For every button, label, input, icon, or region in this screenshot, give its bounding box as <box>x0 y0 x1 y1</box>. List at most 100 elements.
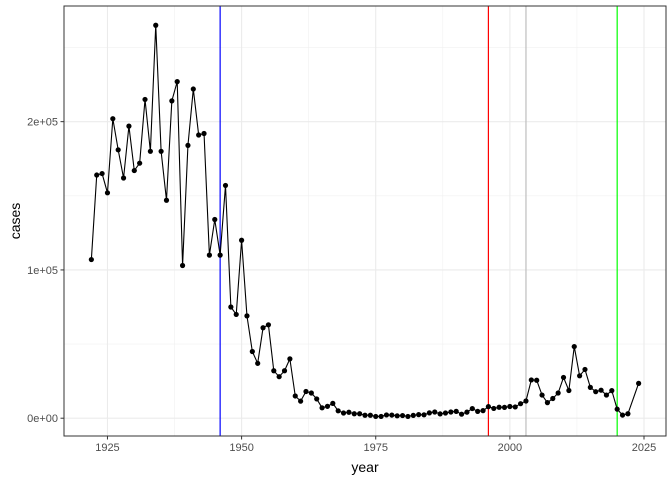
data-point <box>416 412 422 418</box>
data-point <box>158 148 164 154</box>
data-point <box>255 360 261 366</box>
data-point <box>351 411 357 417</box>
data-point <box>485 404 492 410</box>
data-point <box>99 170 105 177</box>
data-point <box>228 304 234 310</box>
data-point <box>512 404 518 410</box>
data-point <box>534 377 540 383</box>
data-point <box>432 409 438 415</box>
data-point <box>528 377 534 383</box>
data-point <box>577 373 583 379</box>
data-point <box>147 148 153 154</box>
x-tick-label: 1925 <box>95 442 119 454</box>
data-point <box>110 116 116 122</box>
data-point <box>566 387 572 394</box>
data-point <box>437 411 443 417</box>
data-point <box>523 398 529 404</box>
data-point <box>394 413 400 419</box>
data-point <box>126 123 132 129</box>
data-point <box>496 404 502 410</box>
data-point <box>555 390 561 396</box>
data-point <box>469 405 475 412</box>
data-point <box>319 405 325 411</box>
data-point <box>281 368 288 374</box>
grid-minor <box>64 6 666 436</box>
data-point <box>88 256 94 263</box>
panel-background <box>64 6 666 436</box>
data-point <box>598 387 604 393</box>
data-point <box>238 237 245 243</box>
grid-major <box>64 6 666 436</box>
data-point <box>131 167 137 174</box>
reference-lines <box>219 6 618 436</box>
data-point <box>458 411 465 417</box>
y-axis-ticks: 0e+00 1e+05 2e+05 <box>27 117 64 425</box>
data-point <box>308 390 314 396</box>
data-point <box>362 412 368 418</box>
data-point <box>94 172 100 178</box>
data-point <box>179 262 186 269</box>
data-point <box>603 392 610 398</box>
data-point <box>244 313 250 319</box>
data-point <box>265 322 272 328</box>
x-tick-label: 2025 <box>632 442 656 454</box>
data-point <box>517 401 524 407</box>
data-point <box>399 412 406 419</box>
data-point <box>233 311 239 318</box>
data-point <box>201 130 207 137</box>
data-point <box>448 409 454 415</box>
data-point <box>378 413 384 420</box>
data-point <box>276 374 282 380</box>
data-point <box>539 392 545 398</box>
data-point <box>507 403 513 410</box>
data-point <box>410 412 416 418</box>
x-tick-label: 2000 <box>498 442 522 454</box>
data-point <box>593 389 599 395</box>
data-point <box>153 22 159 28</box>
data-point <box>453 408 459 414</box>
data-point <box>298 398 304 404</box>
data-point <box>314 396 320 402</box>
data-point <box>550 395 556 402</box>
data-point <box>625 411 631 417</box>
data-point <box>190 86 196 92</box>
data-point <box>174 79 180 85</box>
y-axis-title: cases <box>7 203 23 240</box>
data-point <box>335 408 341 414</box>
data-point <box>163 197 170 203</box>
x-tick-label: 1975 <box>363 442 387 454</box>
data-point <box>185 142 191 148</box>
data-point <box>582 366 588 373</box>
data-point <box>442 410 449 416</box>
x-axis-title: year <box>351 459 379 475</box>
data-point <box>421 412 427 418</box>
data-point <box>137 160 143 166</box>
data-point <box>206 252 213 258</box>
data-point <box>104 190 111 196</box>
data-point <box>271 368 277 374</box>
x-tick-label: 1950 <box>229 442 253 454</box>
data-point <box>383 412 390 418</box>
data-point <box>501 404 508 410</box>
data-point <box>619 412 626 418</box>
data-point <box>222 182 229 189</box>
data-point <box>292 393 298 399</box>
data-point <box>330 400 336 406</box>
y-tick-label: 1e+05 <box>27 265 58 277</box>
data-point <box>426 410 432 416</box>
data-point <box>346 409 352 415</box>
data-point <box>464 409 470 415</box>
data-point <box>287 356 293 362</box>
data-point <box>196 132 202 138</box>
y-tick-label: 0e+00 <box>27 413 58 425</box>
y-tick-label: 2e+05 <box>27 117 58 129</box>
data-point <box>587 384 593 390</box>
series <box>88 22 642 420</box>
x-axis-ticks: 1925 1950 1975 2000 2025 <box>95 436 656 454</box>
data-point <box>260 325 266 331</box>
data-point <box>571 343 577 350</box>
data-point <box>367 412 373 418</box>
data-point <box>324 403 331 409</box>
data-point <box>340 410 347 416</box>
data-point <box>614 406 620 412</box>
